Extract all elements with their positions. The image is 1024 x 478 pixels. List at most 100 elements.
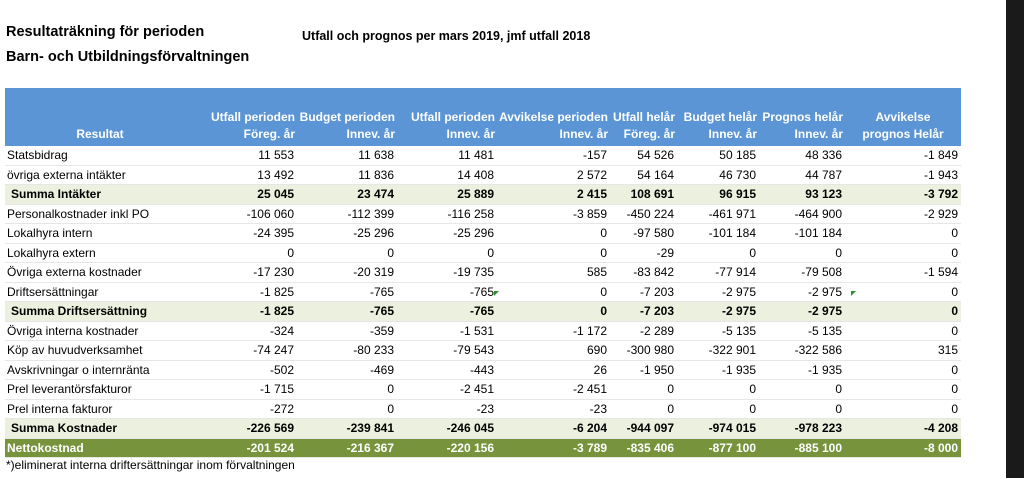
cell-c2: -239 841 — [297, 419, 397, 439]
result-table: Resultat Utfall perioden Föreg. år Budget p… — [5, 88, 961, 458]
cell-c4: 0 — [497, 224, 610, 244]
cell-c4: -2 451 — [497, 380, 610, 400]
cell-c2: -112 399 — [297, 204, 397, 224]
column-header-c5: Utfall helår Föreg. år — [610, 88, 677, 146]
net-total-row: Nettokostnad -201 524 -216 367 -220 156 -3 7… — [5, 438, 961, 458]
cell-c2: 11 638 — [297, 146, 397, 165]
summary-row: Summa Kostnader -226 569 -239 841 -246 045-… — [5, 419, 961, 439]
cell-c5: -944 097 — [610, 419, 677, 439]
cell-c4: 690 — [497, 341, 610, 361]
cell-c1: -272 — [195, 399, 297, 419]
cell-c8: 315 — [845, 341, 961, 361]
cell-c6: -77 914 — [677, 263, 759, 283]
column-header-line: Avvikelse — [847, 109, 959, 126]
cell-c8: 0 — [845, 321, 961, 341]
cell-c7: 0 — [759, 243, 845, 263]
column-header-line: Innev. år — [679, 126, 757, 143]
cell-c7: -1 935 — [759, 360, 845, 380]
column-header-line: Utfall perioden — [197, 109, 295, 126]
cell-c8: -2 929 — [845, 204, 961, 224]
cell-c7: -978 223 — [759, 419, 845, 439]
cell-c3: 0 — [397, 243, 497, 263]
cell-c3: -19 735 — [397, 263, 497, 283]
cell-c6: 0 — [677, 243, 759, 263]
cell-c6: -461 971 — [677, 204, 759, 224]
cell-c1: -74 247 — [195, 341, 297, 361]
row-label: Prel leverantörsfakturor — [5, 380, 195, 400]
row-label: Övriga externa kostnader — [5, 263, 195, 283]
column-header-line: Utfall helår — [612, 109, 675, 126]
cell-c5: -7 203 — [610, 302, 677, 322]
cell-c1: -1 715 — [195, 380, 297, 400]
cell-c4: -3 789 — [497, 438, 610, 458]
row-label: Statsbidrag — [5, 146, 195, 165]
cell-c7: -885 100 — [759, 438, 845, 458]
table-row: Prel interna fakturor -272 0 -23 -23 0 0 0 0 — [5, 399, 961, 419]
cell-c5: -300 980 — [610, 341, 677, 361]
report-subtitle: Utfall och prognos per mars 2019, jmf ut… — [302, 29, 590, 43]
row-label: Personalkostnader inkl PO — [5, 204, 195, 224]
cell-c4: -23 — [497, 399, 610, 419]
row-label: övriga externa intäkter — [5, 165, 195, 185]
cell-c2: -25 296 — [297, 224, 397, 244]
cell-c2: 0 — [297, 399, 397, 419]
row-label: Avskrivningar o internränta — [5, 360, 195, 380]
cell-c4: 26 — [497, 360, 610, 380]
cell-c7: -101 184 — [759, 224, 845, 244]
row-label: Summa Kostnader — [5, 419, 195, 439]
column-header-line: Innev. år — [399, 126, 495, 143]
table-row: Driftsersättningar -1 825 -765 -765 0 -7 203-… — [5, 282, 961, 302]
cell-c2: 23 474 — [297, 185, 397, 205]
cell-c1: -24 395 — [195, 224, 297, 244]
cell-c5: -7 203 — [610, 282, 677, 302]
cell-c4: -6 204 — [497, 419, 610, 439]
cell-c4: 585 — [497, 263, 610, 283]
cell-c6: -2 975 — [677, 282, 759, 302]
cell-c7: -2 975 — [759, 302, 845, 322]
cell-c1: -1 825 — [195, 302, 297, 322]
cell-c4: -1 172 — [497, 321, 610, 341]
cell-c8: 0 — [845, 360, 961, 380]
cell-c2: -20 319 — [297, 263, 397, 283]
table-row: övriga externa intäkter 13 492 11 836 14 40… — [5, 165, 961, 185]
cell-c1: 13 492 — [195, 165, 297, 185]
cell-c5: 0 — [610, 399, 677, 419]
table-row: Övriga interna kostnader -324 -359 -1 531 -1… — [5, 321, 961, 341]
cell-c5: -97 580 — [610, 224, 677, 244]
cell-c2: 11 836 — [297, 165, 397, 185]
table-row: Övriga externa kostnader -17 230 -20 319 -1… — [5, 263, 961, 283]
cell-c5: -835 406 — [610, 438, 677, 458]
cell-c6: -2 975 — [677, 302, 759, 322]
cell-c8: -1 849 — [845, 146, 961, 165]
cell-c1: -226 569 — [195, 419, 297, 439]
summary-row: Summa Intäkter 25 045 23 474 25 889 2 415 108… — [5, 185, 961, 205]
cell-c8: 0 — [845, 243, 961, 263]
cell-c2: -469 — [297, 360, 397, 380]
cell-c6: -101 184 — [677, 224, 759, 244]
cell-c3: -25 296 — [397, 224, 497, 244]
cell-c7: -322 586 — [759, 341, 845, 361]
cell-c4: 0 — [497, 243, 610, 263]
column-header-line: Innev. år — [499, 126, 608, 143]
column-header-c2: Budget perioden Innev. år — [297, 88, 397, 146]
cell-c7: 0 — [759, 380, 845, 400]
cell-c4: -157 — [497, 146, 610, 165]
cell-c7: -464 900 — [759, 204, 845, 224]
column-header-line: Resultat — [7, 126, 193, 143]
row-label: Lokalhyra extern — [5, 243, 195, 263]
column-header-line: Utfall perioden — [399, 109, 495, 126]
cell-c4: 0 — [497, 302, 610, 322]
comment-marker — [851, 291, 856, 296]
row-label: Prel interna fakturor — [5, 399, 195, 419]
cell-c4: -3 859 — [497, 204, 610, 224]
row-label: Nettokostnad — [5, 438, 195, 458]
row-label: Köp av huvudverksamhet — [5, 341, 195, 361]
cell-c3: -2 451 — [397, 380, 497, 400]
column-header-line: prognos Helår — [847, 126, 959, 143]
column-header-c7: Prognos helår Innev. år — [759, 88, 845, 146]
column-header-label: Resultat — [5, 88, 195, 146]
table-row: Köp av huvudverksamhet -74 247 -80 233 -79 … — [5, 341, 961, 361]
cell-c7: 93 123 — [759, 185, 845, 205]
cell-c8: 0 — [845, 302, 961, 322]
cell-c1: -17 230 — [195, 263, 297, 283]
